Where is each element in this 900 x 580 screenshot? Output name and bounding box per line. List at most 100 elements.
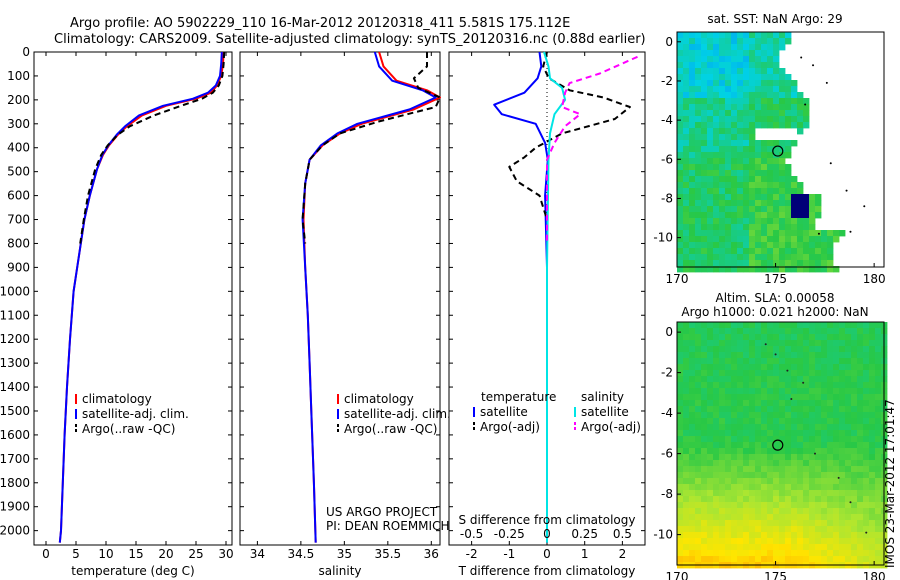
map-cell (761, 242, 768, 249)
map-cell (743, 400, 750, 407)
map-cell (833, 484, 840, 491)
map-cell (755, 466, 762, 473)
y-tick-label: 1700 (0, 452, 30, 466)
map-cell (845, 502, 852, 509)
map-cell (755, 140, 762, 147)
map-cell (815, 358, 822, 365)
map-cell (857, 424, 864, 431)
map-cell (743, 430, 750, 437)
map-cell (803, 224, 810, 231)
map-cell (839, 442, 846, 449)
map-cell (821, 236, 828, 243)
map-cell (701, 212, 708, 219)
map-cell (713, 188, 720, 195)
map-cell (731, 152, 738, 159)
map-cell (713, 260, 720, 267)
map-cell (683, 74, 690, 81)
map-cell (827, 370, 834, 377)
map-cell (689, 98, 696, 105)
map-cell (827, 358, 834, 365)
map-cell (731, 104, 738, 111)
map-cell (845, 424, 852, 431)
map-cell (809, 520, 816, 527)
p-sal-frame (239, 51, 441, 546)
map-cell (821, 322, 828, 329)
map-cell (713, 490, 720, 497)
map-cell (791, 520, 798, 527)
map-cell (767, 104, 774, 111)
x-tick-label: 35.5 (374, 547, 401, 561)
map-cell (767, 242, 774, 249)
map-cell (707, 472, 714, 479)
map-cell (779, 230, 786, 237)
map-cell (713, 340, 720, 347)
map-cell (737, 388, 744, 395)
map-cell (863, 448, 870, 455)
map-cell (731, 236, 738, 243)
map-cell (755, 460, 762, 467)
map-cell (767, 32, 774, 39)
map-cell (875, 364, 882, 371)
map-cell (707, 80, 714, 87)
map-cell (827, 248, 834, 255)
map-cell (713, 224, 720, 231)
map-cell (761, 544, 768, 551)
map-cell (779, 170, 786, 177)
map-cell (797, 418, 804, 425)
island-dot (814, 452, 816, 455)
map-cell (719, 170, 726, 177)
map-cell (695, 212, 702, 219)
map-cell (677, 538, 684, 545)
map-cell (719, 478, 726, 485)
map-cell (677, 460, 684, 467)
map-cell (683, 110, 690, 117)
map-cell (809, 442, 816, 449)
y-tick-label: 1900 (0, 500, 30, 514)
map-cell (683, 38, 690, 45)
map-cell (689, 520, 696, 527)
map-cell (767, 550, 774, 557)
map-cell (803, 206, 810, 213)
map-cell (737, 334, 744, 341)
map-cell (791, 496, 798, 503)
map-cell (833, 266, 840, 273)
map-cell (791, 358, 798, 365)
map-cell (701, 334, 708, 341)
map-cell (701, 496, 708, 503)
x-tick-label: 20 (158, 547, 173, 561)
map-cell (743, 466, 750, 473)
map-cell (713, 478, 720, 485)
map-cell (701, 80, 708, 87)
series-line-argo-raw-qc- (79, 51, 226, 244)
map-cell (677, 544, 684, 551)
map-cell (743, 478, 750, 485)
map-cell (725, 80, 732, 87)
map-cell (701, 32, 708, 39)
map-cell (749, 62, 756, 69)
map-cell (743, 358, 750, 365)
map-cell (749, 212, 756, 219)
map-cell (719, 182, 726, 189)
map-cell (683, 460, 690, 467)
legend-label: climatology (344, 392, 414, 406)
map-cell (719, 484, 726, 491)
map-cell (713, 176, 720, 183)
map-cell (767, 406, 774, 413)
map-cell (779, 394, 786, 401)
map-cell (749, 502, 756, 509)
map-cell (809, 352, 816, 359)
map-cell (755, 200, 762, 207)
map-cell (803, 382, 810, 389)
map-cell (815, 400, 822, 407)
map-cell (731, 556, 738, 563)
map-cell (755, 454, 762, 461)
map-cell (773, 508, 780, 515)
island-dot (800, 56, 803, 59)
map-cell (725, 212, 732, 219)
map-cell (761, 424, 768, 431)
map-cell (839, 406, 846, 413)
map-cell (755, 358, 762, 365)
map-cell (689, 364, 696, 371)
map-cell (761, 532, 768, 539)
island-dot (786, 369, 789, 372)
